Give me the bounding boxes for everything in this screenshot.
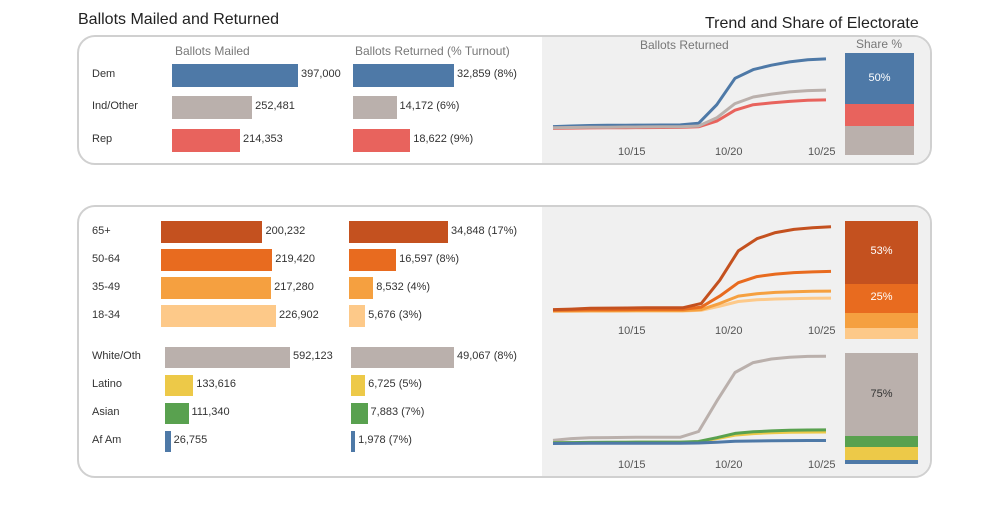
mailed-bar-50-64 [161, 249, 273, 271]
returned-bar-asian [351, 402, 368, 424]
mailed-bar-ind-other [172, 95, 253, 119]
returned-value-50-64: 16,597 (8%) [399, 253, 460, 265]
row-label-35-49: 35-49 [92, 281, 121, 293]
share-segment-rep [845, 104, 914, 127]
share-label-dem: 50% [868, 71, 891, 84]
share-label-white-oth: 75% [870, 387, 893, 400]
trend-line-af-am [552, 439, 826, 445]
share-segment-white-oth [845, 353, 918, 437]
x-tick-label: 10/15 [618, 459, 646, 471]
mailed-bar-35-49 [161, 277, 272, 299]
share-segment-asian [845, 436, 918, 448]
share-segment-65- [845, 221, 918, 284]
mailed-value-65-: 200,232 [265, 225, 306, 237]
returned-bar-rep [353, 128, 411, 152]
row-label-white-oth: White/Oth [92, 350, 141, 362]
row-label-af-am: Af Am [92, 434, 122, 446]
x-tick-label: 10/20 [715, 459, 743, 471]
returned-value-white-oth: 49,067 (8%) [457, 350, 517, 362]
trend-title: Trend and Share of Electorate [705, 15, 919, 32]
returned-bar-50-64 [349, 249, 397, 271]
returned-value-18-34: 5,676 (3%) [368, 309, 422, 321]
mailed-value-dem: 397,000 [301, 68, 341, 80]
mailed-bar-asian [165, 402, 189, 424]
returned-bar-65- [349, 221, 448, 243]
returned-value-asian: 7,883 (7%) [370, 406, 425, 418]
row-label-dem: Dem [92, 68, 116, 80]
ballots-mailed-header: Ballots Mailed [175, 44, 250, 58]
row-label-18-34: 18-34 [92, 309, 121, 321]
mailed-value-asian: 111,340 [191, 406, 230, 418]
returned-value-rep: 18,622 (9%) [413, 133, 474, 145]
returned-value-65-: 34,848 (17%) [451, 225, 518, 237]
share-label-65-: 53% [870, 245, 893, 258]
mailed-bar-latino [165, 374, 194, 396]
returned-value-af-am: 1,978 (7%) [358, 434, 412, 446]
mailed-value-50-64: 219,420 [275, 253, 315, 265]
mailed-bar-af-am [165, 430, 171, 452]
mailed-value-ind-other: 252,481 [255, 100, 295, 112]
returned-bar-18-34 [349, 305, 366, 327]
mailed-value-white-oth: 592,123 [293, 350, 333, 362]
returned-value-dem: 32,859 (8%) [457, 68, 517, 80]
x-tick-label: 10/15 [618, 325, 646, 337]
mailed-value-18-34: 226,902 [279, 309, 319, 321]
row-label-65-: 65+ [92, 225, 111, 237]
returned-bar-af-am [351, 430, 356, 452]
x-tick-label: 10/25 [808, 325, 836, 337]
returned-bar-35-49 [349, 277, 374, 299]
ballots-returned-header: Ballots Returned (% Turnout) [355, 44, 510, 58]
returned-value-35-49: 8,532 (4%) [376, 281, 431, 293]
mailed-bar-18-34 [161, 305, 276, 327]
mailed-value-latino: 133,616 [196, 378, 236, 390]
mailed-bar-white-oth [165, 346, 290, 368]
trend-line-65- [552, 225, 832, 312]
trend-line-50-64 [552, 269, 832, 312]
share-segment-18-34 [845, 328, 918, 339]
returned-value-latino: 6,725 (5%) [368, 378, 422, 390]
share-label-50-64: 25% [870, 291, 893, 304]
x-tick-label: 10/25 [808, 459, 836, 471]
mailed-value-35-49: 217,280 [274, 281, 314, 293]
trend-line-white-oth [552, 354, 827, 442]
share-segment-af-am [845, 459, 918, 464]
x-tick-label: 10/20 [715, 146, 743, 158]
row-label-50-64: 50-64 [92, 253, 121, 265]
share-segment-50-64 [845, 283, 918, 314]
returned-value-ind-other: 14,172 (6%) [399, 100, 460, 112]
trend-header: Ballots Returned [640, 38, 729, 52]
share-segment-35-49 [845, 313, 918, 329]
share-segment-ind-other [845, 126, 914, 155]
row-label-rep: Rep [92, 133, 113, 145]
row-label-latino: Latino [92, 378, 122, 390]
returned-bar-dem [353, 63, 454, 87]
returned-bar-ind-other [353, 95, 397, 119]
trend-line-dem [552, 57, 827, 129]
share-segment-latino [845, 447, 918, 460]
mailed-bar-rep [172, 128, 241, 152]
share-segment-dem [845, 53, 914, 104]
x-tick-label: 10/20 [715, 325, 743, 337]
page-title: Ballots Mailed and Returned [78, 11, 280, 28]
row-label-ind-other: Ind/Other [92, 100, 138, 112]
returned-bar-white-oth [351, 346, 454, 368]
mailed-bar-65- [161, 221, 263, 243]
mailed-bar-dem [172, 63, 298, 87]
trend-line-ind-other [552, 88, 827, 130]
mailed-value-af-am: 26,755 [173, 434, 208, 446]
x-tick-label: 10/15 [618, 146, 646, 158]
x-tick-label: 10/25 [808, 146, 836, 158]
mailed-value-rep: 214,353 [243, 133, 283, 145]
row-label-asian: Asian [92, 406, 120, 418]
returned-bar-latino [351, 374, 366, 396]
share-header: Share % [856, 37, 903, 51]
